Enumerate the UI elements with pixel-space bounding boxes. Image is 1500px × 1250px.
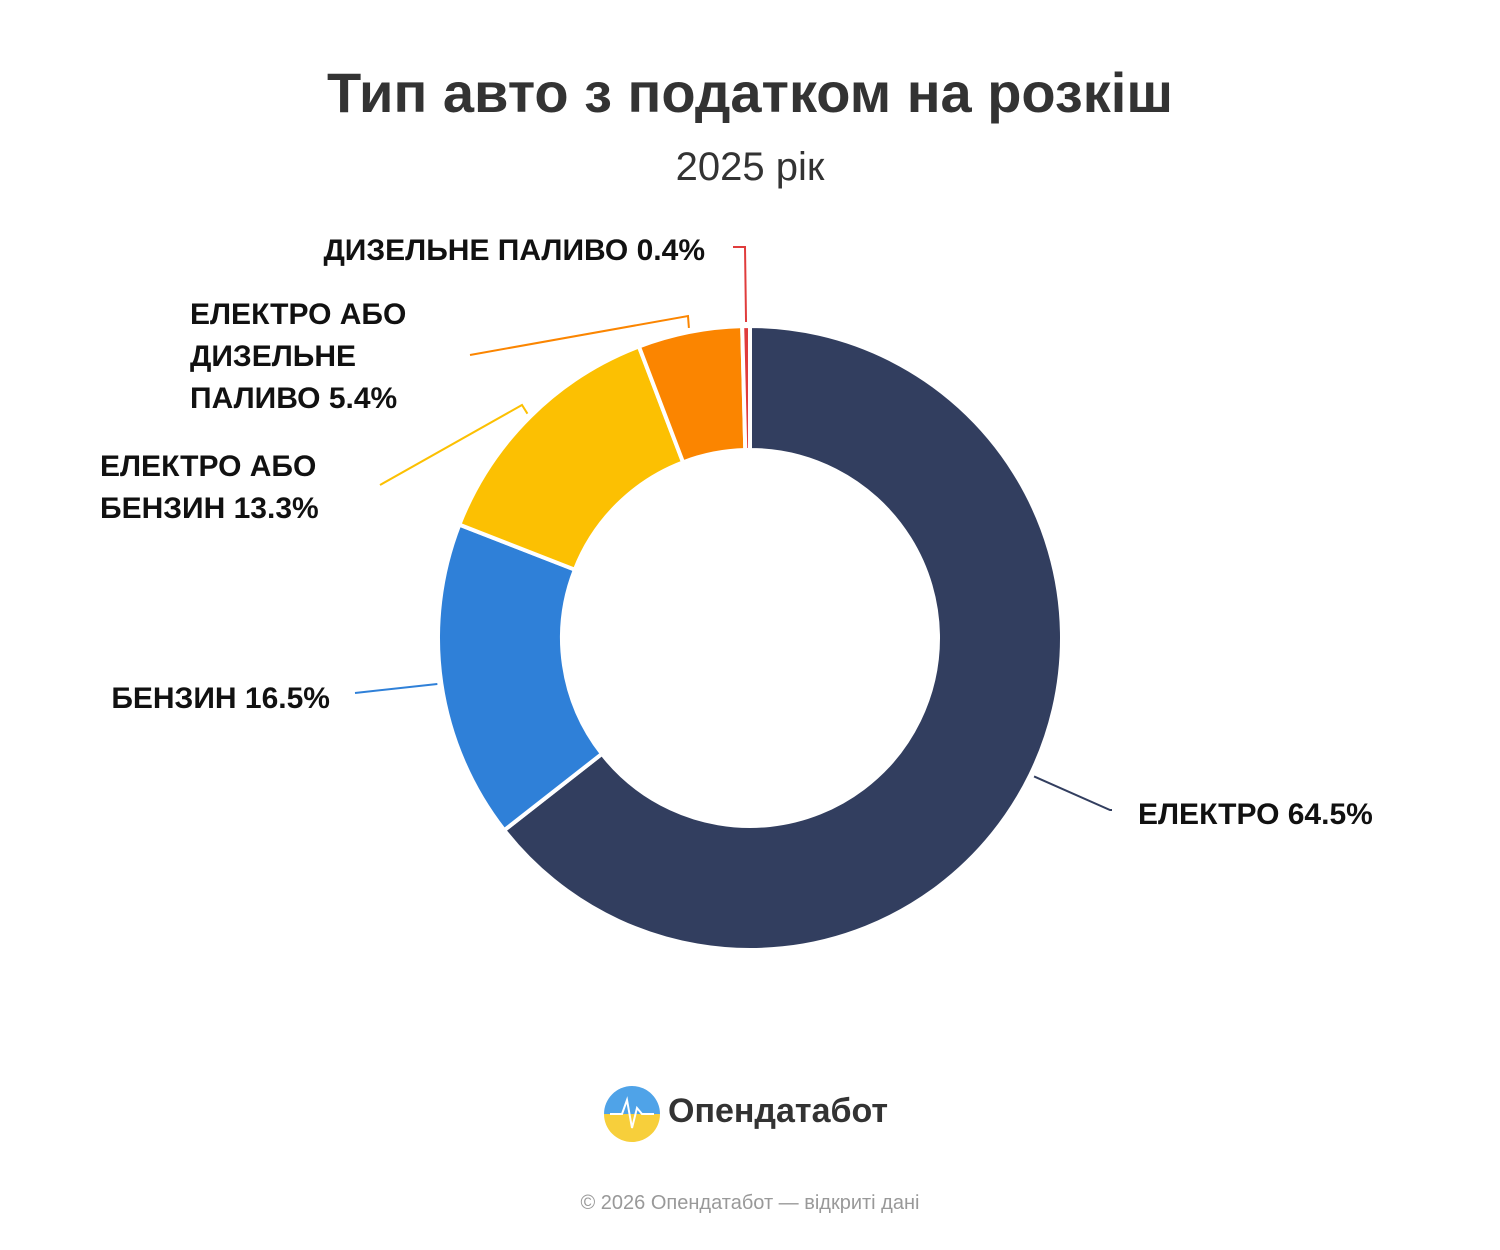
donut-slice bbox=[457, 344, 686, 572]
leader-line bbox=[733, 246, 748, 323]
category-label: ЕЛЕКТРО АБО БЕНЗИН bbox=[100, 450, 317, 525]
value-label: 13.3% bbox=[233, 492, 319, 525]
leader-line bbox=[354, 682, 438, 694]
copyright: © 2026 Опендатабот — відкриті дані bbox=[580, 1192, 920, 1214]
donut-slice bbox=[502, 324, 1064, 952]
chart-title: Тип авто з податком на розкіш bbox=[326, 61, 1173, 124]
leader-line bbox=[469, 314, 690, 356]
leader-line bbox=[379, 403, 529, 486]
category-label: ДИЗЕЛЬНЕ ПАЛИВО bbox=[323, 234, 629, 267]
leader-line bbox=[1033, 775, 1112, 811]
value-label: 5.4% bbox=[328, 382, 398, 415]
slice-label: ЕЛЕКТРО АБО БЕНЗИН 13.3% bbox=[100, 446, 370, 530]
slice-label: ЕЛЕКТРО АБО ДИЗЕЛЬНЕ ПАЛИВО 5.4% bbox=[190, 294, 460, 420]
donut-slice bbox=[740, 323, 752, 453]
value-label: 16.5% bbox=[244, 682, 330, 715]
category-label: ЕЛЕКТРО bbox=[1138, 798, 1280, 831]
slice-label: ДИЗЕЛЬНЕ ПАЛИВО 0.4% bbox=[250, 230, 705, 272]
slice-label: БЕНЗИН 16.5% bbox=[60, 678, 330, 720]
category-label: БЕНЗИН bbox=[111, 682, 237, 715]
value-label: 0.4% bbox=[636, 234, 705, 267]
chart-subtitle: 2025 рік bbox=[675, 145, 825, 189]
slice-label: ЕЛЕКТРО 64.5% bbox=[1138, 794, 1458, 836]
logo-mark bbox=[610, 1096, 654, 1129]
logo bbox=[604, 1086, 660, 1142]
category-label: ЕЛЕКТРО АБО ДИЗЕЛЬНЕ ПАЛИВО bbox=[190, 298, 407, 415]
value-label: 64.5% bbox=[1287, 798, 1373, 831]
brand: Опендатабот bbox=[668, 1092, 889, 1130]
